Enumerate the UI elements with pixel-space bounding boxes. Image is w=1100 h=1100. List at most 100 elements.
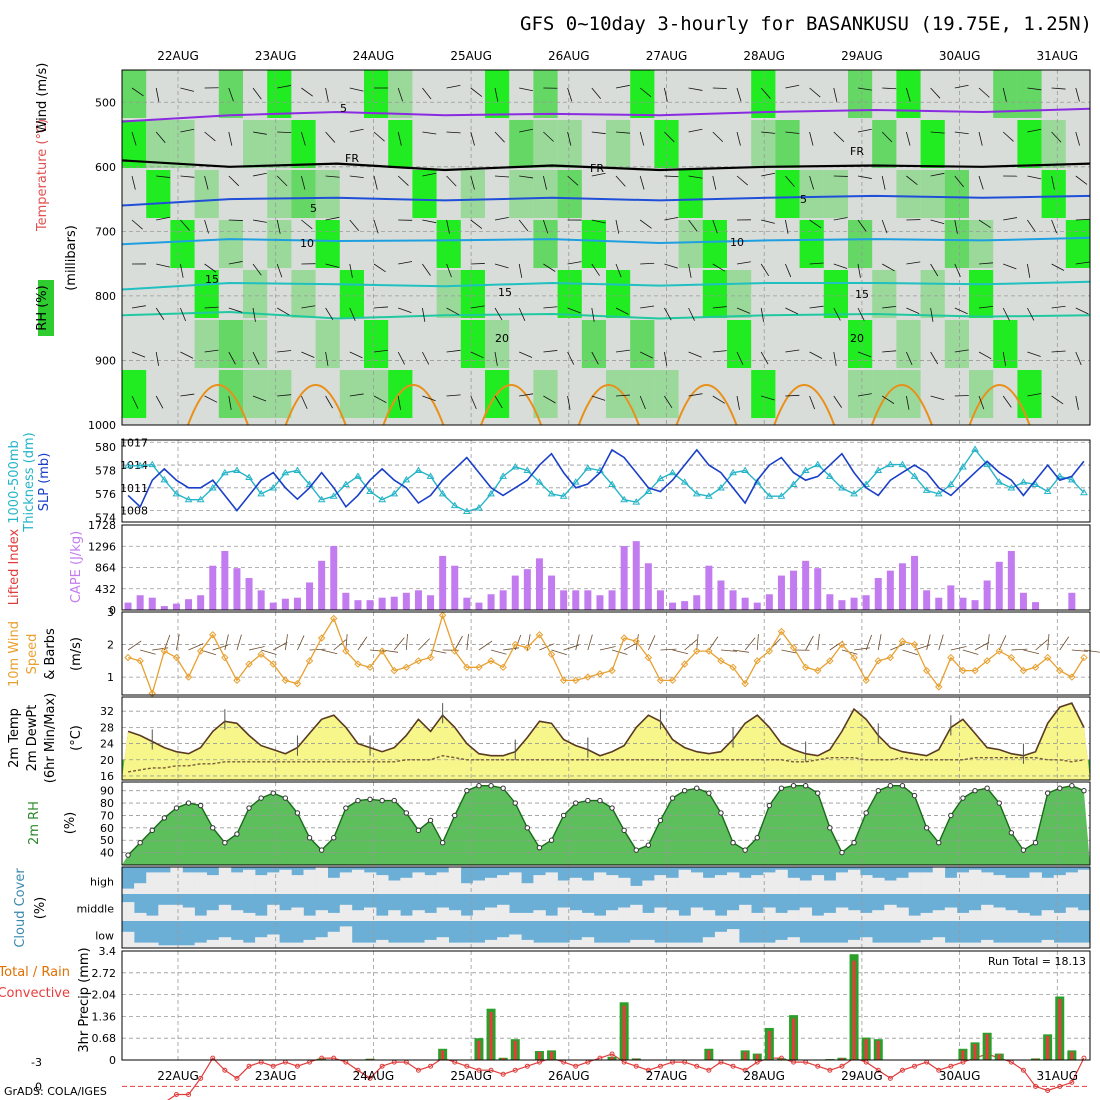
cloud-middle-cell	[327, 912, 341, 921]
lifted-index-point	[573, 1063, 579, 1069]
top-date-label: 27AUG	[646, 49, 688, 63]
wind-barb	[865, 634, 873, 651]
wind-barb	[1027, 307, 1035, 321]
wind-barb	[131, 131, 137, 146]
wind-barb	[756, 634, 759, 651]
wind-barb	[422, 351, 430, 365]
rh-shade-cell	[170, 120, 195, 168]
wind-barb	[857, 128, 872, 133]
cape-bar	[330, 546, 338, 610]
wind-barb	[930, 307, 934, 322]
wind-speed-tick-label: 2	[107, 639, 114, 652]
wind-barb	[152, 647, 169, 651]
cloud-low-cell	[472, 942, 486, 948]
wind-barb	[732, 649, 749, 653]
cape-bar	[378, 597, 386, 610]
cloud-high-cell	[376, 875, 389, 894]
cloud-middle-cell	[993, 907, 1006, 921]
thickness-point	[1019, 478, 1028, 485]
wind-barb	[954, 263, 961, 277]
wind-barb	[422, 263, 431, 276]
wind-barb	[906, 131, 911, 146]
wind-barb	[615, 307, 629, 315]
wind-barb	[180, 307, 187, 322]
pressure-tick-label: 600	[95, 161, 116, 174]
cloud-middle-cell	[920, 912, 933, 921]
cloud-middle-cell	[944, 907, 958, 921]
cloud-middle-cell	[448, 910, 462, 921]
rh-shade-cell	[848, 220, 873, 268]
rh-point	[585, 797, 591, 804]
wind-barb	[1051, 175, 1055, 190]
wind-barb	[397, 351, 405, 365]
lifted-index-point	[609, 1051, 615, 1057]
rh-shade-cell	[872, 370, 897, 418]
temp-tick-label: 28	[100, 721, 114, 734]
cloud-low-cell	[206, 939, 220, 948]
cloud-low-cell	[751, 942, 764, 948]
temp-band-20	[122, 703, 1090, 780]
thickness-point	[704, 492, 713, 499]
wind-barb	[930, 172, 945, 177]
cloud-high-cell	[690, 872, 704, 894]
contour-label: 15	[855, 288, 869, 301]
precip-convective-bar	[622, 1005, 626, 1060]
cloud-row-label: low	[95, 930, 114, 943]
cloud-middle-cell	[751, 912, 764, 921]
rh-shade-cell	[751, 370, 776, 418]
rh-area	[122, 785, 1090, 865]
wind-barb	[978, 305, 993, 309]
bottom-date-label: 29AUG	[841, 1069, 883, 1083]
cape-bar	[753, 602, 761, 610]
lifted-index-point	[500, 1071, 506, 1077]
slp-tick-label: 1017	[120, 436, 148, 449]
cape-bar	[1007, 550, 1015, 610]
lifted-index-point	[173, 1092, 179, 1098]
rh-shade-cell	[581, 220, 606, 268]
wind-barb	[543, 263, 556, 272]
wind-barb	[664, 395, 673, 408]
wind-barb	[470, 395, 477, 410]
wind-barb	[519, 393, 534, 397]
rh-shade-cell	[243, 370, 268, 418]
cape-bar	[1068, 592, 1076, 610]
wind-axis-label: 10m Wind	[7, 621, 22, 687]
wind-barb	[176, 634, 180, 651]
wind-barb	[393, 637, 405, 651]
contour-plus25	[284, 384, 347, 426]
wind-barb	[857, 263, 861, 278]
panel-frame	[121, 69, 1091, 426]
wind-barb	[615, 219, 620, 234]
cape-bar	[874, 578, 882, 610]
thickness-point	[245, 473, 253, 480]
thickness-point	[220, 468, 229, 476]
wind-barb	[639, 175, 645, 190]
wind-barb	[1051, 350, 1066, 353]
wind-barb	[591, 219, 606, 224]
rh-point	[730, 840, 736, 846]
rh-point	[681, 787, 688, 794]
rh-shade-cell	[848, 320, 873, 368]
wind-barb	[736, 131, 741, 146]
thickness-point	[1055, 472, 1064, 479]
rh-shade-cell	[557, 170, 582, 218]
cloud-middle-cell	[787, 910, 800, 921]
cloud-high-cell	[702, 877, 716, 894]
rh-point	[633, 847, 639, 853]
wind-barb	[639, 395, 646, 410]
wind-barb	[833, 131, 845, 142]
cloud-middle-cell	[412, 910, 425, 921]
lifted-index-point	[875, 1067, 881, 1073]
bottom-date-label: 26AUG	[548, 1069, 590, 1083]
cloud-high-cell	[581, 880, 595, 894]
precip-convective-bar	[707, 1050, 711, 1060]
wind-barb	[1075, 175, 1088, 185]
cloud-middle-cell	[460, 915, 474, 921]
precip-convective-bar	[985, 1034, 989, 1060]
rh-point	[669, 795, 676, 801]
thickness-point	[257, 489, 266, 497]
contour-plus15	[121, 280, 1091, 291]
precip-convective-bar	[840, 1058, 844, 1060]
cape-bar	[632, 541, 640, 610]
